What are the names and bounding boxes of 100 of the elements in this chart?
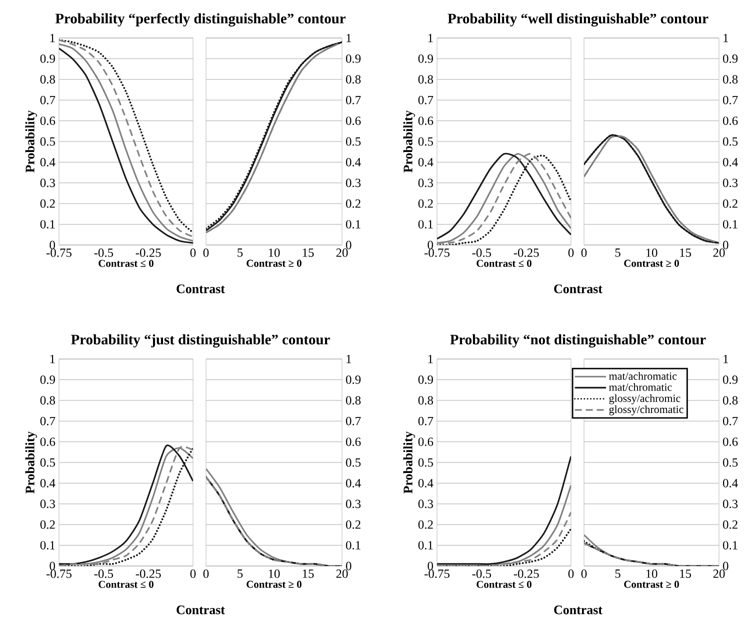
x-tick-label: 0 (190, 248, 196, 257)
x-tick-label: 20 (336, 248, 348, 257)
x-tick-label: -0.25 (136, 248, 161, 257)
y-tick-label: 0.3 (346, 500, 361, 508)
x-tick-label: 5 (238, 570, 243, 578)
x-tick-label: 5 (615, 248, 620, 257)
text: Contrast (554, 606, 602, 614)
y-tick-label: 0.9 (40, 375, 55, 384)
x-axis-title: Contrast ≤ 0 (98, 260, 154, 267)
y-tick-label: 0.1 (40, 541, 55, 550)
x-tick-label: 5 (615, 570, 620, 578)
x-tick-label: 10 (646, 570, 658, 578)
x-tick-label: 5 (238, 248, 243, 257)
y-tick-label: 0.6 (346, 438, 361, 446)
y-tick-label: 0.5 (722, 137, 738, 146)
y-tick-label: 0.5 (346, 458, 361, 467)
x-axis-title: Contrast ≤ 0 (476, 580, 532, 588)
x-axis-title: Contrast ≥ 0 (624, 260, 679, 267)
x-tick-label: 20 (336, 570, 348, 578)
y-tick-label: 0 (50, 240, 56, 250)
y-tick-label: 1 (428, 34, 433, 42)
y-tick-label: 0.9 (722, 375, 738, 384)
y-tick-label: 0.2 (722, 199, 738, 208)
y-tick-label: 0 (346, 562, 352, 570)
y-tick-label: 0.2 (418, 520, 433, 529)
y-tick-label: 0.1 (418, 541, 433, 550)
y-tick-label: 0.6 (418, 438, 434, 446)
y-tick-label: 0 (722, 562, 728, 570)
x-tick-label: -0.25 (514, 248, 539, 257)
x-tick-label: 20 (713, 570, 725, 578)
x-tick-label: 0 (581, 570, 587, 578)
y-tick-label: 0.9 (722, 54, 738, 63)
y-tick-label: 0 (428, 240, 434, 250)
y-tick-label: 0.8 (418, 75, 434, 84)
legend-label: glossy/chromatic (609, 405, 684, 416)
y-tick-label: 0.7 (722, 416, 738, 426)
x-axis-title: Contrast ≥ 0 (246, 260, 302, 267)
x-axis-title: Contrast ≥ 0 (246, 580, 302, 588)
y-axis-title: Probability (25, 110, 38, 172)
x-tick-label: -0.75 (46, 570, 72, 578)
x-tick-label: 0 (568, 570, 574, 578)
y-tick-label: 0.6 (40, 438, 56, 446)
y-tick-label: 0.2 (40, 199, 55, 208)
x-tick-label: -0.25 (514, 570, 539, 578)
y-tick-label: 0.5 (418, 137, 433, 146)
legend-label: glossy/achromic (609, 394, 680, 404)
y-tick-label: 1 (428, 354, 433, 364)
y-axis-title: Probability (403, 110, 416, 172)
x-tick-label: 0 (203, 248, 209, 257)
chart-title: Probability “just distinguishable” contour (71, 334, 330, 348)
x-axis-title: Contrast ≥ 0 (624, 580, 679, 588)
x-tick-label: 0 (581, 248, 587, 257)
chart-title: Probability “well distinguishable” contour (448, 13, 708, 26)
x-tick-label: 15 (302, 570, 314, 578)
y-tick-label: 0.1 (346, 220, 360, 229)
chart-title: Probability “not distinguishable” contour (450, 334, 706, 348)
y-tick-label: 1 (50, 34, 55, 42)
y-tick-label: 0.2 (418, 199, 433, 208)
x-tick-label: -0.5 (472, 248, 492, 257)
y-tick-label: 0.5 (418, 458, 433, 467)
y-tick-label: 0.2 (722, 520, 738, 529)
x-tick-label: 10 (268, 248, 280, 257)
x-tick-label: 15 (680, 570, 691, 578)
y-tick-label: 0.3 (722, 500, 738, 508)
y-tick-label: 0.9 (346, 375, 361, 384)
x-axis-title: Contrast ≤ 0 (98, 580, 154, 588)
legend-label: mat/chromatic (609, 383, 672, 391)
y-tick-label: 0.3 (418, 178, 433, 188)
y-tick-label: 0.9 (418, 375, 433, 384)
y-tick-label: 0.1 (722, 541, 738, 550)
y-tick-label: 0.8 (40, 75, 56, 84)
y-tick-label: 0.1 (346, 541, 360, 550)
x-tick-label: 0 (203, 570, 209, 578)
y-tick-label: 0.8 (346, 75, 361, 84)
y-axis-title: Probability (25, 431, 38, 494)
y-tick-label: 0.7 (722, 96, 738, 104)
y-tick-label: 0.6 (418, 116, 434, 126)
y-tick-label: 1 (346, 354, 352, 364)
y-tick-label: 0.1 (418, 220, 433, 229)
x-tick-label: -0.5 (94, 570, 114, 578)
y-tick-label: 0.5 (346, 137, 361, 146)
x-tick-label: -0.75 (424, 248, 450, 257)
y-tick-label: 0 (428, 562, 434, 570)
x-tick-label: -0.75 (46, 248, 72, 257)
y-tick-label: 0.3 (418, 500, 433, 508)
y-tick-label: 1 (50, 354, 55, 364)
y-tick-label: 0.6 (722, 116, 738, 126)
chart-title: Probability “perfectly distinguishable” contour (55, 13, 346, 26)
x-tick-label: 0 (190, 570, 196, 578)
y-tick-label: 0.4 (40, 478, 56, 488)
y-tick-label: 0.2 (346, 199, 360, 208)
y-tick-label: 0.4 (418, 158, 434, 166)
y-tick-label: 0.2 (40, 520, 55, 529)
y-tick-label: 0.5 (722, 458, 738, 467)
y-tick-label: 0.9 (346, 54, 361, 63)
y-tick-label: 0.7 (346, 96, 361, 104)
y-tick-label: 0.7 (40, 416, 56, 426)
y-tick-label: 0.8 (722, 396, 738, 405)
text: Contrast (176, 606, 225, 614)
y-tick-label: 0.7 (40, 96, 56, 104)
